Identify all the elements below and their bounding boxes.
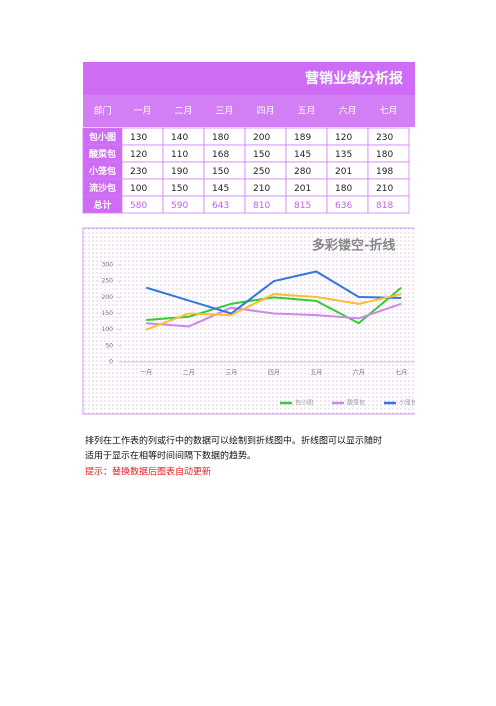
cell-value: 250: [253, 167, 270, 177]
title-band: [83, 62, 415, 95]
cell: [367, 195, 410, 214]
row-label: 流沙包: [89, 182, 116, 194]
header-cell: 一月: [133, 106, 151, 117]
cell-value: 636: [335, 201, 352, 211]
cell-value: 180: [212, 133, 229, 143]
header-cell: 部门: [93, 105, 111, 117]
y-tick-label: 50: [105, 342, 113, 349]
y-tick-label: 0: [109, 359, 113, 366]
tip: 提示：替换数据后图表自动更新: [85, 466, 211, 478]
legend-label: 酸菜包: [347, 399, 365, 407]
row-label: 总计: [93, 199, 111, 211]
y-tick-label: 250: [102, 278, 114, 285]
header-cell: 四月: [256, 106, 274, 117]
cell-value: 200: [253, 133, 270, 143]
table-title: 营销业绩分析报: [305, 70, 403, 87]
cell-value: 190: [171, 167, 188, 177]
cell-value: 189: [294, 133, 311, 143]
x-tick-label: 一月: [140, 370, 152, 377]
cell-value: 580: [130, 201, 147, 211]
header-cell: 五月: [297, 106, 315, 117]
cell-value: 110: [171, 150, 188, 160]
series-line: [146, 286, 402, 325]
y-tick-label: 200: [102, 294, 114, 301]
legend-label: 小笼包: [399, 399, 417, 407]
cell-value: 100: [130, 184, 147, 194]
cell-value: 810: [253, 201, 270, 211]
cell-value: 643: [212, 201, 229, 211]
cell-value: 140: [171, 133, 188, 143]
y-tick-label: 300: [102, 262, 114, 269]
x-tick-label: 七月: [395, 369, 407, 377]
x-tick-label: 三月: [225, 370, 237, 377]
y-tick-label: 150: [102, 310, 114, 317]
chart-background: [82, 227, 415, 415]
series-line: [146, 302, 402, 328]
row-label: 包小图: [88, 131, 116, 143]
header-cell: 七月: [379, 106, 397, 117]
legend-label: 包小图: [295, 399, 313, 407]
header-cell: 二月: [174, 106, 192, 117]
cell-value: 135: [335, 150, 352, 160]
x-tick-label: 五月: [310, 370, 322, 377]
cell-value: 145: [212, 184, 229, 194]
series-line: [145, 270, 402, 315]
cell-value: 201: [294, 184, 311, 194]
series-line: [145, 293, 402, 331]
cell-value: 201: [335, 167, 352, 177]
cell-value: 180: [335, 184, 352, 194]
cell-value: 180: [376, 150, 393, 160]
row-label: 小笼包: [88, 165, 116, 177]
cell-value: 168: [212, 150, 229, 160]
header-cell: 三月: [215, 106, 233, 117]
cell-value: 150: [212, 167, 229, 177]
cell-value: 590: [171, 201, 188, 211]
header-cell: 六月: [338, 105, 356, 117]
x-tick-label: 四月: [268, 370, 280, 377]
cell-value: 210: [253, 184, 270, 194]
x-tick-label: 二月: [183, 370, 195, 377]
cell-value: 150: [253, 150, 270, 160]
cell-value: 280: [294, 167, 311, 177]
cell-value: 120: [335, 133, 352, 143]
cell-value: 120: [130, 150, 147, 160]
legend-label: 流沙包: [451, 399, 469, 407]
cell-value: 150: [171, 184, 188, 194]
cell-value: 198: [376, 167, 393, 177]
cell-value: 815: [294, 201, 311, 211]
paragraph-line: 适用于显示在相等时间间隔下数据的趋势。: [85, 450, 256, 462]
row-label: 酸菜包: [89, 148, 116, 160]
cell-value: 145: [294, 150, 311, 160]
chart-title: 多彩镂空-折线: [312, 238, 395, 254]
header-band: [83, 95, 415, 127]
y-tick-label: 100: [102, 326, 114, 333]
x-tick-label: 六月: [353, 369, 365, 377]
cell-value: 130: [130, 133, 147, 143]
cell-value: 210: [376, 184, 393, 194]
paragraph-line: 排列在工作表的列或行中的数据可以绘制到折线图中。折线图可以显示随时: [85, 435, 382, 447]
cell-value: 818: [376, 201, 393, 211]
cell-value: 230: [130, 167, 147, 177]
cell-value: 230: [376, 133, 393, 143]
